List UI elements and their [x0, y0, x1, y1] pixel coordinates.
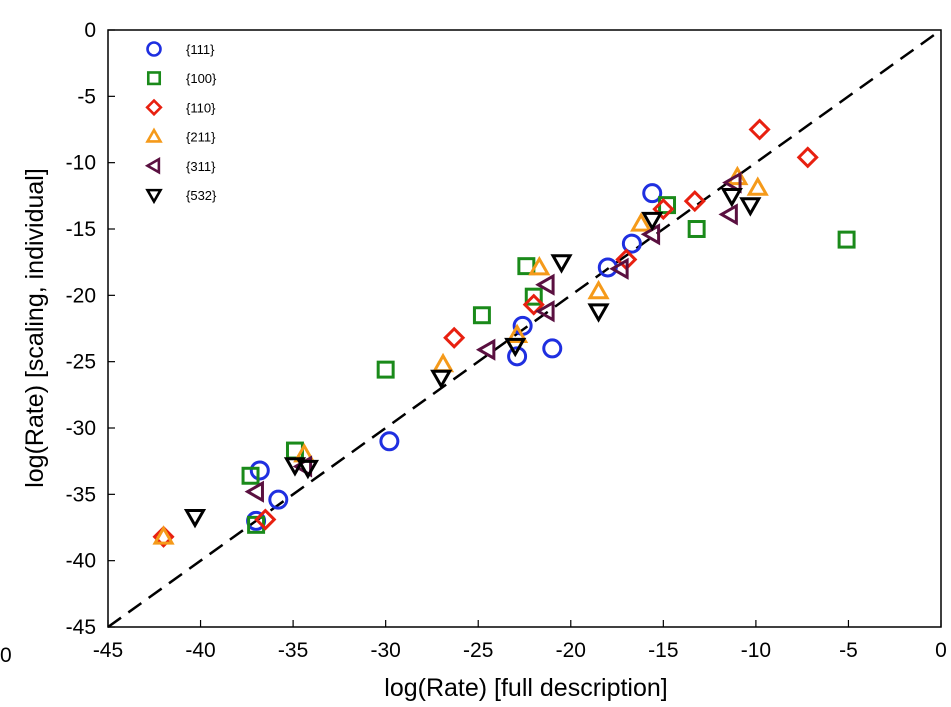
data-point [244, 480, 264, 503]
data-point [379, 431, 400, 452]
legend: {111} {100} {110} {211} {311} {532} [144, 41, 217, 205]
x-axis: -45 -40 -35 -30 -25 -20 -15 -10 -5 0 [93, 620, 947, 662]
data-point [254, 508, 277, 531]
data-point [296, 459, 320, 480]
legend-marker [145, 127, 163, 143]
data-point [472, 306, 491, 325]
x-tick-label: -45 [93, 639, 123, 662]
y-tick-label: 0 [84, 19, 96, 42]
data-point [726, 165, 749, 186]
y-tick-label: -5 [77, 85, 96, 108]
reference-line-group [107, 28, 942, 629]
legend-label: {111} [186, 42, 215, 57]
data-point [249, 460, 270, 481]
data-point [720, 187, 743, 208]
data-point [507, 346, 528, 367]
reference-diagonal-line [107, 28, 942, 629]
data-point [722, 171, 742, 194]
series-100 [241, 196, 856, 534]
data-point [535, 300, 555, 323]
y-tick-label: -40 [66, 550, 96, 573]
data-point [641, 211, 664, 232]
x-tick-label: -20 [556, 639, 586, 662]
x-tick-label: -5 [839, 639, 858, 662]
data-point [550, 254, 573, 274]
data-point [739, 197, 762, 217]
data-point [376, 360, 395, 379]
data-point [837, 230, 856, 249]
series-111 [246, 183, 663, 531]
data-point [652, 198, 675, 221]
data-point [522, 293, 545, 316]
x-tick-label: -10 [741, 639, 771, 662]
plot-frame-group [107, 29, 942, 628]
data-point [542, 338, 563, 359]
data-point [609, 257, 629, 280]
data-point [443, 326, 466, 349]
data-point [152, 525, 175, 548]
x-tick-label: -25 [463, 639, 493, 662]
legend-label: {311} [186, 159, 216, 174]
data-point [430, 369, 453, 390]
legend-label: {110} [186, 100, 216, 115]
data-point [683, 190, 706, 213]
edge-tick-fragment: 0 [0, 644, 12, 667]
x-axis-label: log(Rate) [full description] [384, 674, 667, 702]
data-point [152, 525, 175, 545]
plot-frame [107, 29, 942, 628]
series-211 [152, 165, 769, 545]
data-point [718, 203, 738, 226]
data-point [748, 118, 771, 141]
data-point [796, 146, 819, 169]
series-311 [244, 171, 742, 503]
data-point [621, 233, 642, 254]
legend-marker [145, 188, 163, 205]
legend-label: {100} [186, 71, 217, 86]
legend-marker [144, 157, 161, 175]
x-tick-label: -30 [370, 639, 400, 662]
data-point [431, 352, 455, 373]
data-point [746, 176, 769, 196]
data-point [630, 212, 653, 232]
y-tick-label: -10 [66, 152, 96, 175]
legend-label: {211} [186, 130, 216, 145]
data-point [640, 223, 661, 246]
y-tick-label: -20 [66, 284, 96, 307]
y-tick-label: -35 [66, 483, 96, 506]
x-tick-label: -40 [185, 639, 215, 662]
data-point [524, 287, 543, 306]
y-axis-label: log(Rate) [scaling, individual] [21, 168, 49, 488]
y-axis: 0 -5 -10 -15 -20 -25 -30 -35 -40 -45 [66, 19, 115, 639]
y-tick-label: -25 [66, 351, 96, 374]
data-point [506, 323, 529, 344]
data-point [535, 273, 555, 296]
data-point [241, 466, 260, 485]
data-point [183, 509, 207, 529]
legend-marker [146, 71, 162, 86]
x-tick-label: -15 [648, 639, 678, 662]
data-point [504, 337, 527, 358]
series-110 [152, 118, 819, 548]
data-point [528, 255, 551, 276]
data-point [475, 338, 496, 361]
y-tick-label: -30 [66, 417, 96, 440]
data-point [642, 183, 663, 204]
data-point [268, 489, 289, 510]
data-point [283, 457, 307, 477]
legend-label: {532} [186, 188, 217, 203]
data-point [587, 303, 610, 323]
data-point [687, 220, 706, 238]
series-532 [183, 187, 762, 529]
y-tick-label: -15 [66, 218, 96, 241]
legend-marker [145, 98, 163, 117]
y-tick-label: -45 [66, 616, 96, 639]
x-tick-label: 0 [935, 639, 947, 662]
data-points [152, 118, 856, 548]
x-tick-label: -35 [278, 639, 308, 662]
legend-marker [146, 41, 162, 57]
data-point [587, 279, 610, 300]
